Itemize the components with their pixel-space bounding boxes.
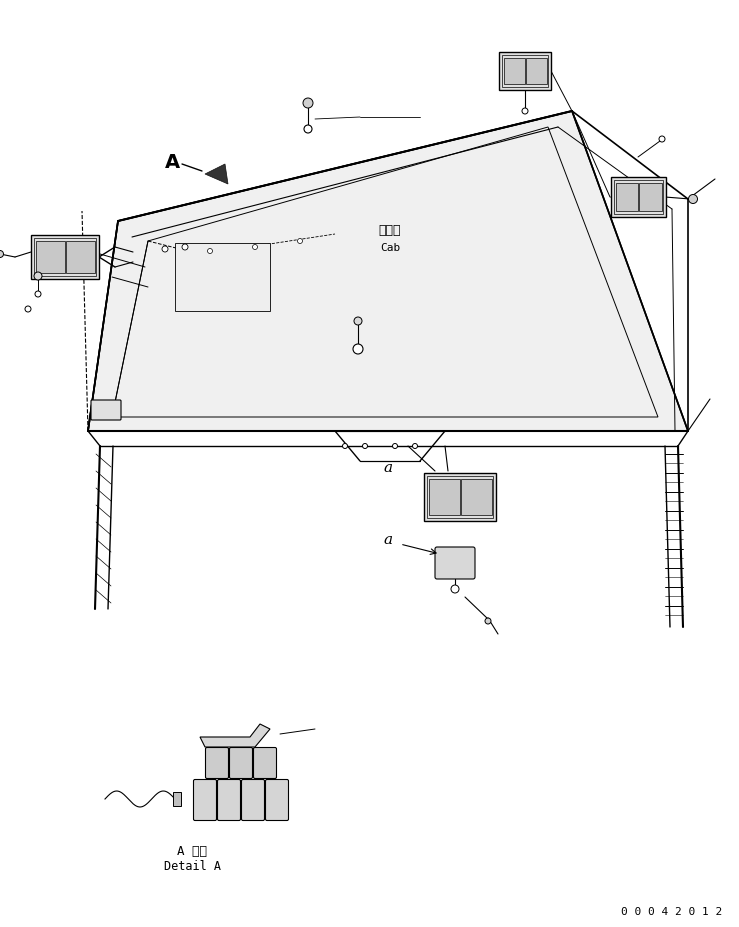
- Circle shape: [304, 126, 312, 133]
- Bar: [175, 244, 270, 311]
- Polygon shape: [610, 178, 666, 218]
- Bar: [36, 242, 65, 273]
- Text: a: a: [384, 461, 392, 475]
- Circle shape: [522, 108, 528, 115]
- Text: Detail A: Detail A: [163, 859, 220, 872]
- Circle shape: [0, 251, 4, 259]
- FancyBboxPatch shape: [194, 780, 217, 820]
- Bar: [502, 56, 548, 88]
- Bar: [427, 476, 493, 518]
- Bar: [504, 59, 525, 85]
- Text: 0 0 0 4 2 0 1 2: 0 0 0 4 2 0 1 2: [621, 906, 723, 916]
- Circle shape: [689, 196, 698, 204]
- Circle shape: [298, 239, 302, 244]
- Circle shape: [485, 618, 491, 624]
- FancyBboxPatch shape: [253, 748, 276, 779]
- Circle shape: [208, 249, 213, 254]
- Circle shape: [34, 273, 42, 281]
- Circle shape: [182, 245, 188, 250]
- Circle shape: [353, 345, 363, 355]
- Circle shape: [659, 137, 665, 143]
- Circle shape: [253, 246, 257, 250]
- FancyBboxPatch shape: [242, 780, 265, 820]
- Bar: [616, 184, 638, 211]
- Circle shape: [25, 307, 31, 312]
- FancyBboxPatch shape: [265, 780, 288, 820]
- Text: A 詳細: A 詳細: [177, 844, 207, 857]
- Bar: [34, 239, 96, 276]
- Polygon shape: [424, 474, 496, 521]
- FancyBboxPatch shape: [217, 780, 240, 820]
- Bar: [613, 181, 662, 215]
- Circle shape: [451, 585, 459, 593]
- Text: キャブ: キャブ: [379, 223, 401, 236]
- Circle shape: [35, 292, 41, 298]
- FancyBboxPatch shape: [435, 548, 475, 579]
- Polygon shape: [31, 235, 99, 280]
- Bar: [66, 242, 95, 273]
- Text: A: A: [165, 152, 180, 171]
- Text: a: a: [384, 532, 392, 546]
- Circle shape: [342, 444, 347, 449]
- Circle shape: [162, 247, 168, 253]
- Circle shape: [363, 444, 367, 449]
- FancyBboxPatch shape: [230, 748, 253, 779]
- Text: Cab: Cab: [380, 243, 400, 253]
- Circle shape: [354, 318, 362, 325]
- Polygon shape: [205, 165, 228, 184]
- Circle shape: [412, 444, 418, 449]
- Polygon shape: [88, 112, 688, 432]
- Bar: [173, 793, 181, 806]
- Bar: [461, 479, 492, 515]
- Bar: [526, 59, 547, 85]
- Circle shape: [392, 444, 398, 449]
- FancyBboxPatch shape: [91, 400, 121, 421]
- Polygon shape: [200, 724, 270, 747]
- Bar: [429, 479, 460, 515]
- Circle shape: [303, 99, 313, 108]
- Polygon shape: [499, 53, 551, 91]
- Bar: [639, 184, 661, 211]
- FancyBboxPatch shape: [205, 748, 228, 779]
